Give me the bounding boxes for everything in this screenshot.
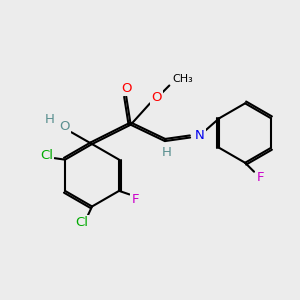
Text: O: O <box>121 82 131 95</box>
Text: O: O <box>59 120 70 133</box>
Text: H: H <box>161 146 171 159</box>
Text: H: H <box>45 113 55 126</box>
Text: F: F <box>132 193 139 206</box>
Text: CH₃: CH₃ <box>172 74 193 84</box>
Text: F: F <box>257 170 264 184</box>
Text: Cl: Cl <box>75 216 88 229</box>
Text: O: O <box>151 91 162 104</box>
Text: N: N <box>195 129 204 142</box>
Text: Cl: Cl <box>40 149 53 162</box>
